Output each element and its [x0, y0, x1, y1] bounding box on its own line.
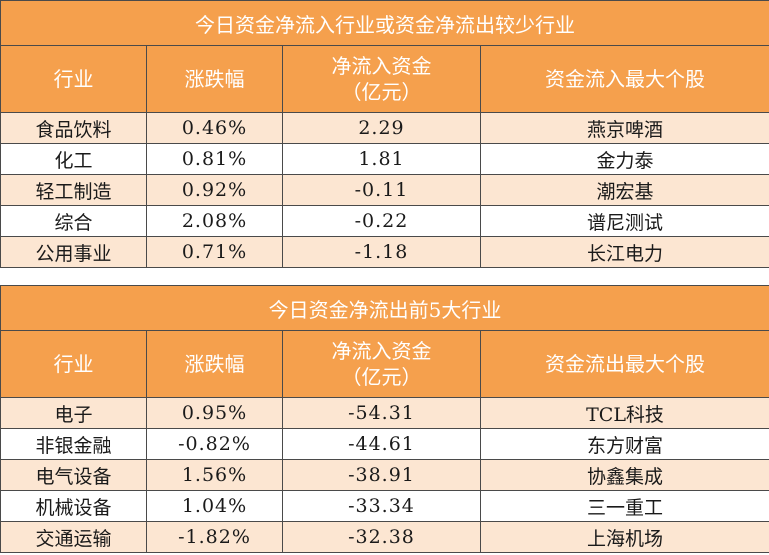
- header-change: 涨跌幅: [146, 45, 283, 113]
- table-row: 食品饮料 0.46% 2.29 燕京啤酒: [0, 112, 769, 144]
- table-row: 电子 0.95% -54.31 TCL科技: [0, 397, 769, 429]
- top-stock-cell: 三一重工: [479, 490, 769, 522]
- inflow-table: 今日资金净流入行业或资金净流出较少行业 行业 涨跌幅 净流入资金 （亿元） 资金…: [0, 0, 769, 268]
- net-inflow-cell: -32.38: [282, 521, 481, 553]
- top-stock-cell: 潮宏基: [480, 174, 769, 206]
- industry-cell: 电子: [0, 397, 147, 429]
- header-top-stock: 资金流出最大个股: [479, 330, 769, 398]
- industry-cell: 非银金融: [0, 428, 147, 460]
- change-cell: 2.08%: [146, 205, 283, 237]
- table-row: 轻工制造 0.92% -0.11 潮宏基: [0, 174, 769, 206]
- table-row: 综合 2.08% -0.22 谱尼测试: [0, 205, 769, 237]
- net-inflow-cell: -44.61: [282, 428, 481, 460]
- net-inflow-cell: 2.29: [282, 112, 481, 144]
- industry-cell: 交通运输: [0, 521, 147, 553]
- net-inflow-cell: -1.18: [282, 236, 481, 268]
- outflow-table: 今日资金净流出前5大行业 行业 涨跌幅 净流入资金 （亿元） 资金流出最大个股 …: [0, 285, 769, 553]
- top-stock-cell: 金力泰: [480, 143, 769, 175]
- change-cell: 0.92%: [146, 174, 283, 206]
- top-stock-cell: TCL科技: [479, 397, 769, 429]
- change-cell: 0.81%: [146, 143, 283, 175]
- table-row: 机械设备 1.04% -33.34 三一重工: [0, 490, 769, 522]
- top-stock-cell: 上海机场: [479, 521, 769, 553]
- table-row: 公用事业 0.71% -1.18 长江电力: [0, 236, 769, 268]
- header-top-stock: 资金流入最大个股: [480, 45, 769, 113]
- top-stock-cell: 谱尼测试: [480, 205, 769, 237]
- header-net-inflow: 净流入资金 （亿元）: [282, 330, 481, 398]
- table-row: 电气设备 1.56% -38.91 协鑫集成: [0, 459, 769, 491]
- top-stock-cell: 长江电力: [480, 236, 769, 268]
- header-net-inflow: 净流入资金 （亿元）: [282, 45, 481, 113]
- industry-cell: 机械设备: [0, 490, 147, 522]
- change-cell: 0.71%: [146, 236, 283, 268]
- net-inflow-cell: -0.11: [282, 174, 481, 206]
- industry-cell: 综合: [0, 205, 147, 237]
- net-inflow-cell: 1.81: [282, 143, 481, 175]
- top-stock-cell: 燕京啤酒: [480, 112, 769, 144]
- table-row: 交通运输 -1.82% -32.38 上海机场: [0, 521, 769, 553]
- header-industry: 行业: [0, 45, 147, 113]
- top-stock-cell: 东方财富: [479, 428, 769, 460]
- industry-cell: 食品饮料: [0, 112, 147, 144]
- inflow-table-title: 今日资金净流入行业或资金净流出较少行业: [0, 0, 769, 46]
- industry-cell: 化工: [0, 143, 147, 175]
- change-cell: -0.82%: [146, 428, 283, 460]
- outflow-table-title: 今日资金净流出前5大行业: [0, 285, 769, 331]
- industry-cell: 轻工制造: [0, 174, 147, 206]
- table-row: 非银金融 -0.82% -44.61 东方财富: [0, 428, 769, 460]
- industry-cell: 公用事业: [0, 236, 147, 268]
- table-row: 化工 0.81% 1.81 金力泰: [0, 143, 769, 175]
- header-industry: 行业: [0, 330, 147, 398]
- change-cell: 1.04%: [146, 490, 283, 522]
- top-stock-cell: 协鑫集成: [479, 459, 769, 491]
- header-change: 涨跌幅: [146, 330, 283, 398]
- net-inflow-cell: -54.31: [282, 397, 481, 429]
- net-inflow-cell: -33.34: [282, 490, 481, 522]
- change-cell: 0.46%: [146, 112, 283, 144]
- change-cell: 1.56%: [146, 459, 283, 491]
- change-cell: 0.95%: [146, 397, 283, 429]
- net-inflow-cell: -38.91: [282, 459, 481, 491]
- change-cell: -1.82%: [146, 521, 283, 553]
- net-inflow-cell: -0.22: [282, 205, 481, 237]
- industry-cell: 电气设备: [0, 459, 147, 491]
